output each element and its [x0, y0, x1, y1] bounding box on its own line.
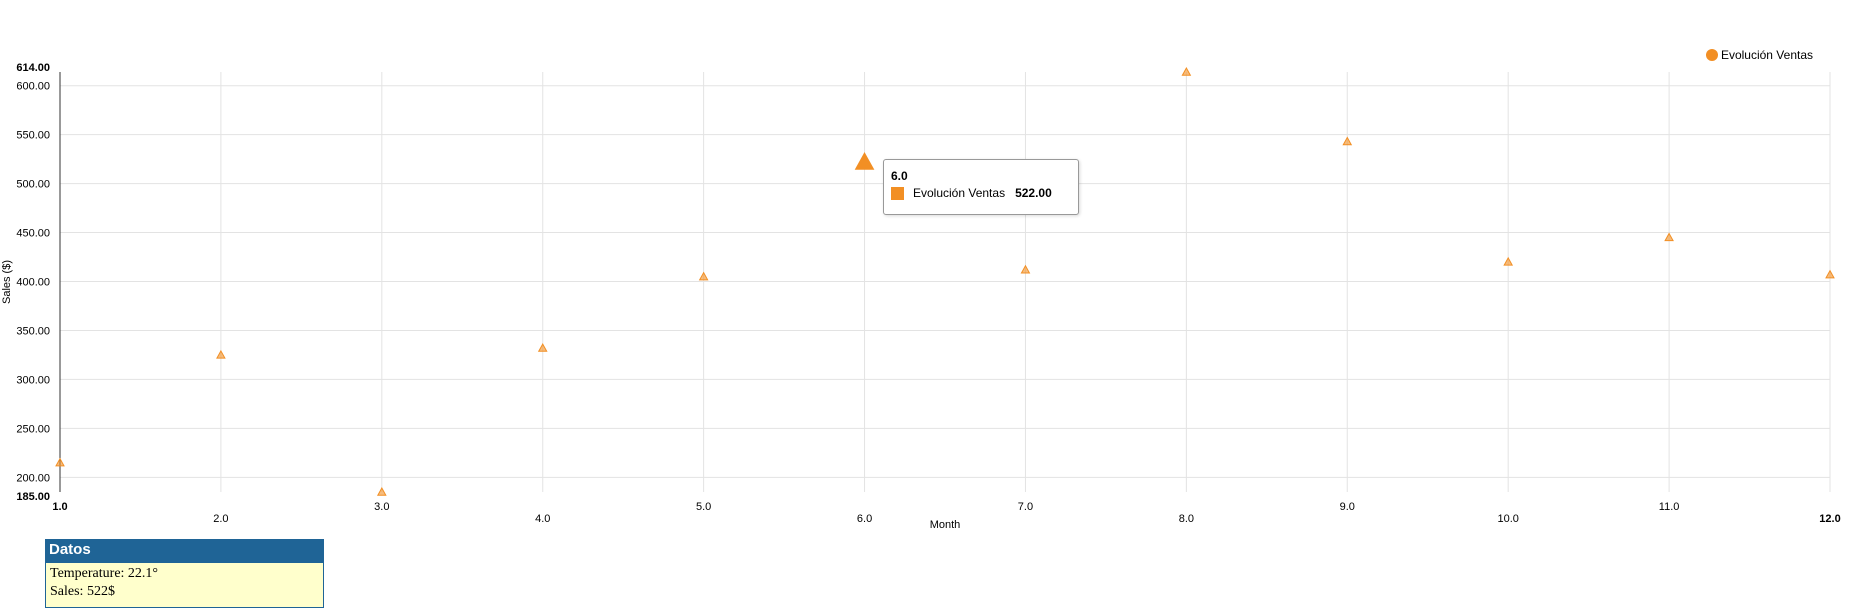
y-bound-label: 185.00: [16, 491, 50, 503]
data-point[interactable]: [1020, 264, 1031, 274]
data-point[interactable]: [1503, 256, 1514, 266]
datos-temperature: Temperature: 22.1°: [50, 566, 159, 581]
data-point[interactable]: [1342, 136, 1353, 146]
y-tick-label: 400.00: [16, 277, 50, 289]
tooltip-series-name: Evolución Ventas: [913, 186, 1006, 200]
tooltip-title: 6.0: [891, 169, 908, 183]
legend-marker-icon: [1705, 49, 1718, 61]
y-tick-label: 600.00: [16, 81, 50, 93]
y-axis-ticks: 200.00 250.00 300.00 350.00 400.00 450.00 500.…: [16, 62, 50, 503]
data-point[interactable]: [1825, 269, 1835, 279]
datos-title: Datos: [45, 539, 324, 563]
tooltip-value: 522.00: [1015, 186, 1052, 200]
x-tick-label: 11.0: [1659, 501, 1680, 513]
x-tick-label: 10.0: [1497, 513, 1518, 525]
y-bound-label: 614.00: [16, 62, 50, 74]
x-tick-label: 12.0: [1819, 513, 1840, 525]
y-tick-label: 350.00: [16, 325, 50, 337]
y-tick-label: 300.00: [16, 374, 50, 386]
grid-lines: [60, 72, 1831, 492]
legend[interactable]: Evolución Ventas: [1705, 48, 1813, 62]
data-point[interactable]: [698, 271, 709, 281]
x-tick-label: 5.0: [696, 501, 711, 513]
tooltip-swatch-icon: [891, 186, 904, 200]
data-point[interactable]: [1181, 66, 1192, 76]
data-point[interactable]: [55, 457, 65, 467]
data-point-highlighted[interactable]: [854, 152, 875, 170]
data-point[interactable]: [216, 349, 226, 359]
y-tick-label: 500.00: [16, 179, 50, 191]
x-tick-label: 2.0: [213, 513, 228, 525]
x-tick-label: 6.0: [857, 513, 872, 525]
datos-sales: Sales: 522$: [50, 584, 115, 599]
tooltip: 6.0 Evolución Ventas 522.00: [883, 159, 1079, 215]
y-tick-label: 450.00: [16, 228, 50, 240]
y-tick-label: 200.00: [16, 472, 50, 484]
x-tick-label: 3.0: [374, 501, 389, 513]
datos-panel: Datos Temperature: 22.1° Sales: 522$: [45, 539, 324, 608]
x-tick-label: 8.0: [1179, 513, 1194, 525]
x-axis-ticks: 1.0 2.0 3.0 4.0 5.0 6.0 7.0 8.0 9.0 10.0 11.0 12.0: [52, 501, 1840, 525]
data-points: [55, 66, 1835, 496]
x-tick-label: 4.0: [535, 513, 550, 525]
x-tick-label: 9.0: [1340, 501, 1355, 513]
tooltip-row: Evolución Ventas 522.00: [891, 186, 1052, 200]
y-tick-label: 250.00: [16, 423, 50, 435]
data-point[interactable]: [1664, 232, 1674, 242]
y-axis-label: Sales ($): [1, 260, 13, 304]
x-axis-label: Month: [930, 519, 961, 531]
legend-label: Evolución Ventas: [1720, 48, 1813, 62]
data-point[interactable]: [537, 343, 548, 352]
datos-body: Temperature: 22.1° Sales: 522$: [45, 563, 324, 608]
y-tick-label: 550.00: [16, 130, 50, 142]
x-tick-label: 7.0: [1018, 501, 1033, 513]
x-tick-label: 1.0: [52, 501, 67, 513]
data-point[interactable]: [376, 486, 387, 496]
